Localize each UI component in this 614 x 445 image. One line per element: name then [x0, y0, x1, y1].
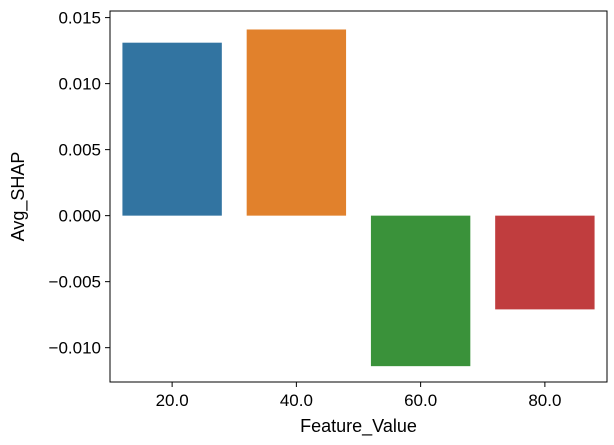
- bar-40.0: [246, 29, 347, 216]
- y-tick-label: 0.000: [58, 207, 101, 226]
- bars-group: [122, 29, 595, 367]
- y-tick-label: −0.010: [49, 339, 101, 358]
- y-tick-label: −0.005: [49, 273, 101, 292]
- y-tick-label: 0.005: [58, 141, 101, 160]
- x-axis-label: Feature_Value: [300, 416, 417, 437]
- y-axis: 0.015 0.010 0.005 0.000 −0.005 −0.010: [49, 9, 110, 358]
- x-tick-label: 20.0: [156, 391, 189, 410]
- x-tick-label: 80.0: [528, 391, 561, 410]
- x-axis: 20.0 40.0 60.0 80.0: [156, 382, 561, 410]
- y-axis-label: Avg_SHAP: [8, 152, 29, 242]
- bar-60.0: [370, 215, 471, 367]
- y-tick-label: 0.010: [58, 75, 101, 94]
- x-tick-label: 40.0: [280, 391, 313, 410]
- x-tick-label: 60.0: [404, 391, 437, 410]
- bar-20.0: [122, 42, 222, 216]
- bar-80.0: [495, 215, 595, 310]
- plot-frame: [109, 10, 608, 383]
- y-tick-label: 0.015: [58, 9, 101, 28]
